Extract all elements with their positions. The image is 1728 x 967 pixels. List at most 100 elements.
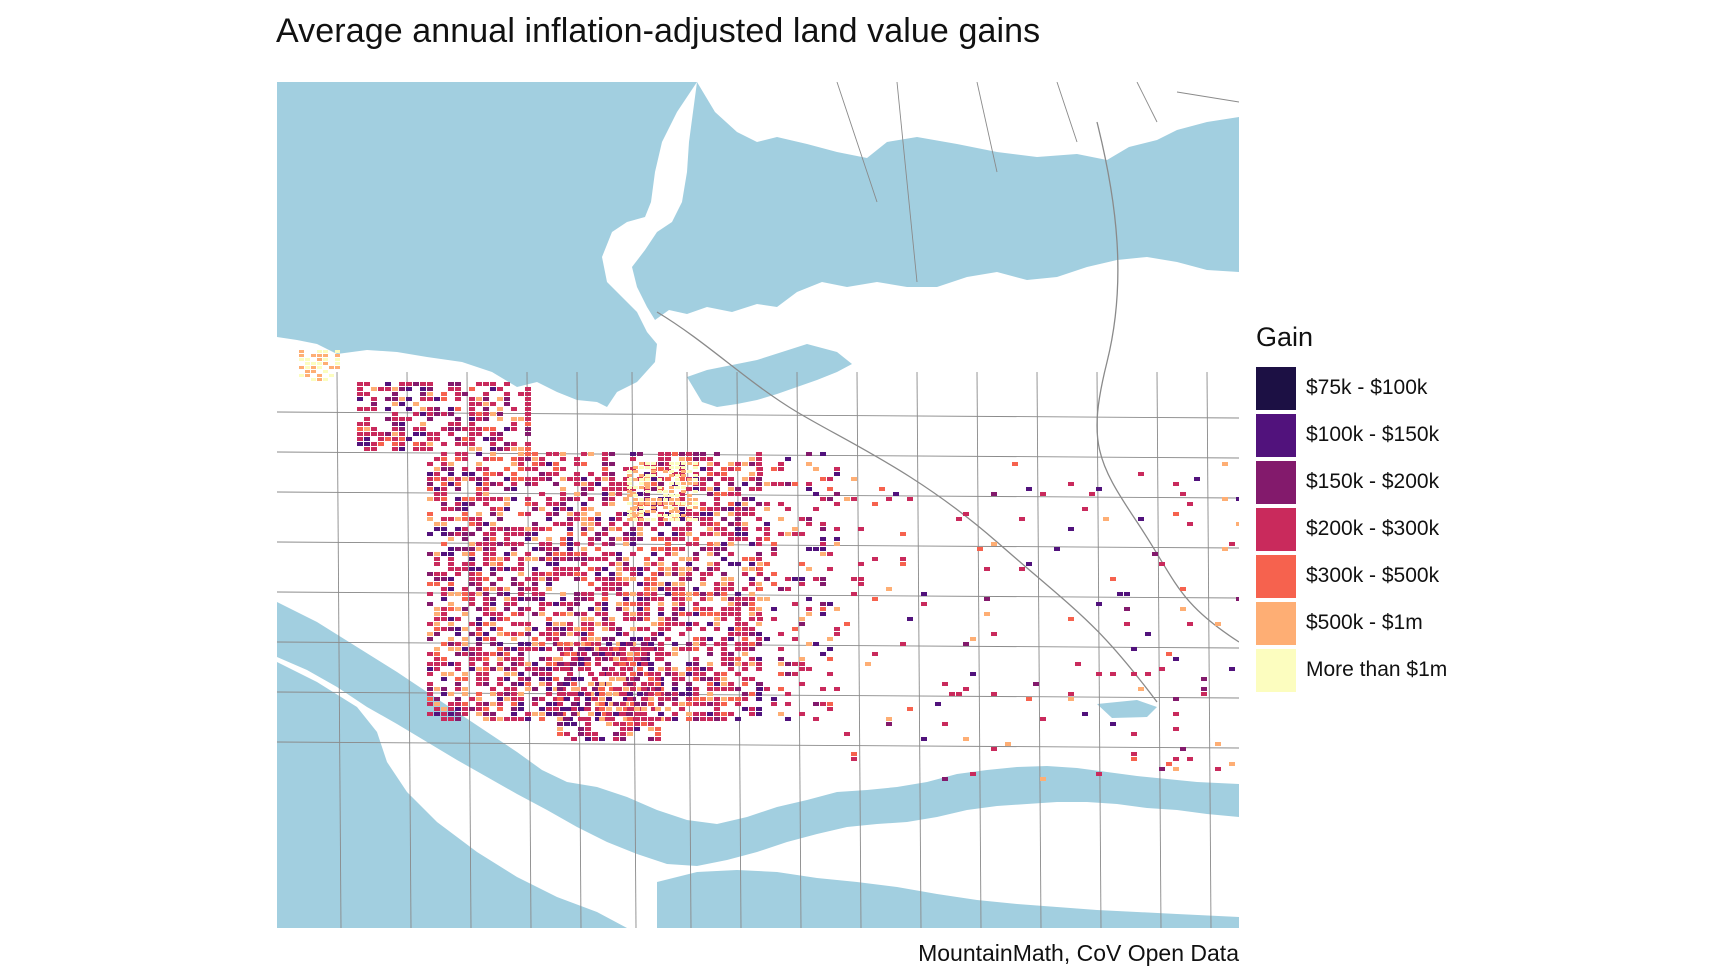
parcel xyxy=(427,392,433,396)
parcel xyxy=(557,687,563,691)
parcel xyxy=(546,637,552,641)
parcel xyxy=(518,477,524,481)
parcel xyxy=(581,512,587,516)
parcel xyxy=(1166,652,1172,656)
parcel xyxy=(539,667,545,671)
water-layer xyxy=(277,82,1239,928)
parcel xyxy=(581,632,587,636)
parcel xyxy=(620,647,626,651)
parcel xyxy=(637,537,643,541)
parcel xyxy=(462,562,468,566)
parcel xyxy=(553,667,559,671)
parcel xyxy=(305,366,310,369)
parcel xyxy=(476,517,482,521)
parcel xyxy=(623,607,629,611)
parcel xyxy=(858,582,864,586)
parcel xyxy=(392,412,398,416)
parcel xyxy=(1187,622,1193,626)
parcel xyxy=(749,707,755,711)
parcel xyxy=(518,562,524,566)
parcel xyxy=(792,527,798,531)
parcel xyxy=(511,407,517,411)
parcel xyxy=(735,647,741,651)
legend-items: $75k - $100k $100k - $150k $150k - $200k… xyxy=(1256,365,1516,693)
parcel xyxy=(686,512,692,516)
parcel xyxy=(672,652,678,656)
road-line xyxy=(277,741,1239,749)
parcel xyxy=(357,422,363,426)
parcel xyxy=(560,487,566,491)
parcel xyxy=(693,512,699,516)
parcel xyxy=(448,517,454,521)
parcel xyxy=(707,552,713,556)
parcel xyxy=(714,672,720,676)
parcel xyxy=(735,717,741,721)
parcel xyxy=(792,532,798,536)
parcel xyxy=(560,652,566,656)
parcel xyxy=(455,397,461,401)
parcel xyxy=(658,602,664,606)
parcel xyxy=(651,572,657,576)
parcel xyxy=(756,557,762,561)
parcel xyxy=(665,707,671,711)
parcel xyxy=(560,567,566,571)
parcel xyxy=(627,518,632,521)
parcel xyxy=(546,577,552,581)
parcel xyxy=(592,687,598,691)
parcel xyxy=(820,547,826,551)
parcel xyxy=(483,477,489,481)
parcel xyxy=(532,642,538,646)
parcel xyxy=(469,432,475,436)
parcel xyxy=(511,707,517,711)
parcel xyxy=(406,382,412,386)
parcel xyxy=(672,717,678,721)
parcel xyxy=(497,697,503,701)
parcel xyxy=(483,637,489,641)
parcel xyxy=(588,527,594,531)
parcel xyxy=(602,582,608,586)
parcel xyxy=(553,702,559,706)
parcel xyxy=(567,612,573,616)
parcel xyxy=(581,507,587,511)
parcel xyxy=(693,637,699,641)
parcel xyxy=(681,470,686,473)
parcel xyxy=(623,512,629,516)
parcel xyxy=(721,612,727,616)
parcel xyxy=(749,542,755,546)
parcel xyxy=(497,527,503,531)
parcel xyxy=(627,486,632,489)
parcel xyxy=(455,442,461,446)
parcel xyxy=(613,732,619,736)
parcel xyxy=(299,366,304,369)
parcel xyxy=(602,667,608,671)
parcel xyxy=(490,382,496,386)
parcel xyxy=(441,657,447,661)
parcel xyxy=(693,482,698,485)
parcel xyxy=(651,477,657,481)
parcel xyxy=(462,597,468,601)
parcel xyxy=(749,612,755,616)
road-line xyxy=(406,371,412,928)
parcel xyxy=(700,547,706,551)
parcel xyxy=(707,592,713,596)
parcel xyxy=(686,622,692,626)
parcel xyxy=(651,632,657,636)
parcel xyxy=(525,482,531,486)
parcel xyxy=(357,397,363,401)
parcel xyxy=(455,547,461,551)
parcel xyxy=(675,462,680,465)
parcel xyxy=(609,542,615,546)
parcel xyxy=(606,717,612,721)
parcel xyxy=(834,492,840,496)
parcel xyxy=(756,452,762,456)
parcel xyxy=(700,612,706,616)
parcel xyxy=(742,497,748,501)
parcel xyxy=(651,466,656,469)
parcel xyxy=(693,692,699,696)
parcel xyxy=(469,662,475,666)
parcel xyxy=(707,512,713,516)
parcel xyxy=(462,672,468,676)
parcel xyxy=(578,717,584,721)
parcel xyxy=(700,532,706,536)
parcel xyxy=(806,642,812,646)
